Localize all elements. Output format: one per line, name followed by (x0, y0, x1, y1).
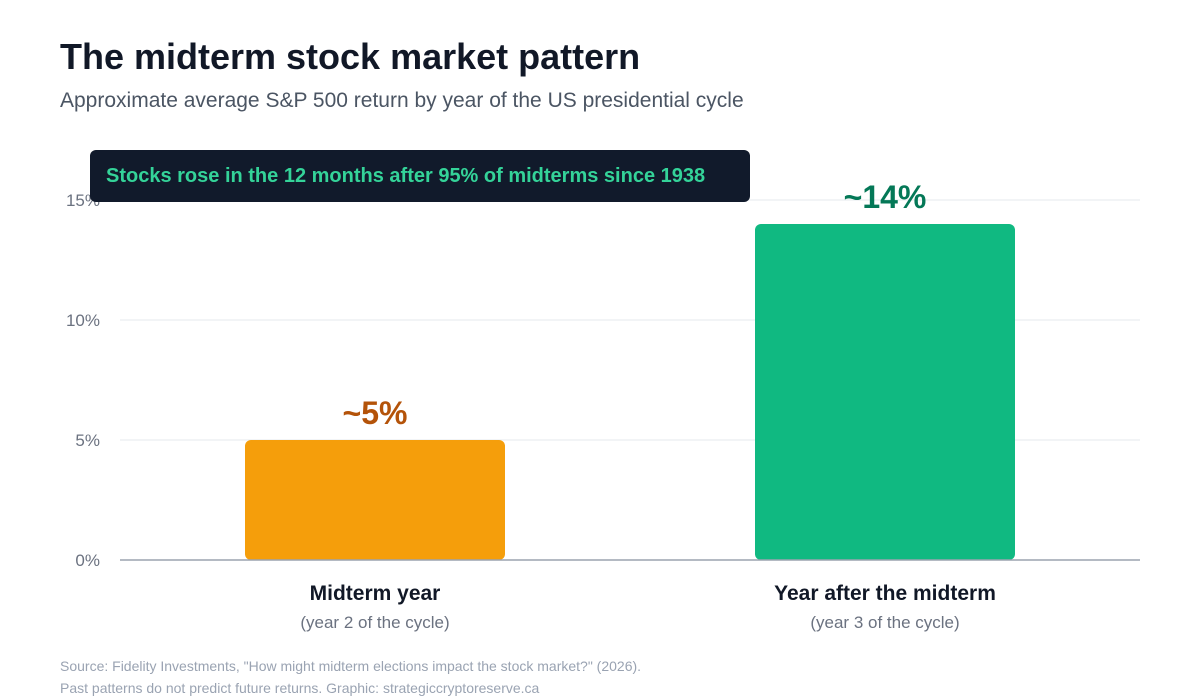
source-line-1: Source: Fidelity Investments, "How might… (60, 658, 642, 674)
y-tick-label: 5% (75, 431, 100, 450)
chart-title: The midterm stock market pattern (60, 36, 641, 77)
data-label: ~14% (844, 179, 927, 215)
source-note: Source: Fidelity Investments, "How might… (60, 655, 641, 699)
callout-banner: Stocks rose in the 12 months after 95% o… (90, 150, 750, 202)
x-category-label: Midterm year (310, 582, 441, 605)
x-category-sublabel: (year 3 of the cycle) (810, 613, 959, 632)
bar (245, 440, 505, 560)
y-tick-label: 10% (66, 311, 100, 330)
x-category-sublabel: (year 2 of the cycle) (300, 613, 449, 632)
data-label: ~5% (343, 395, 408, 431)
y-tick-label: 0% (75, 551, 100, 570)
chart-subtitle: Approximate average S&P 500 return by ye… (60, 89, 744, 112)
bar (755, 224, 1015, 560)
callout-text: Stocks rose in the 12 months after 95% o… (106, 165, 706, 187)
source-line-2: Past patterns do not predict future retu… (60, 680, 540, 696)
x-category-label: Year after the midterm (774, 582, 996, 605)
